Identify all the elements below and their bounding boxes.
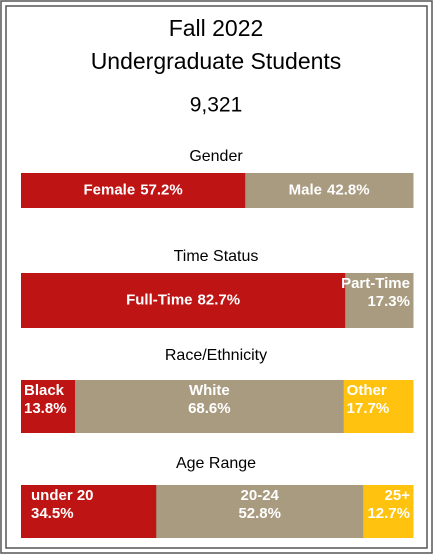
- segment-value: 42.8%: [327, 181, 370, 198]
- bar-segment: [21, 173, 246, 208]
- section-title: Age Range: [176, 455, 256, 472]
- segment-category: White: [189, 382, 230, 399]
- inner-frame: [5, 5, 428, 549]
- segment-category: Full-Time: [126, 291, 192, 308]
- segment-value: 17.3%: [367, 293, 410, 310]
- segment-label: Female 57.2%: [83, 181, 182, 198]
- segment-value: 13.8%: [24, 400, 67, 417]
- bar-segment: [245, 173, 414, 208]
- title: Fall 2022: [169, 15, 264, 41]
- segment-label: Full-Time 82.7%: [126, 291, 240, 308]
- segment-category: 20-24: [241, 487, 280, 504]
- segment-value: 82.7%: [198, 291, 241, 308]
- segment-category: Other: [347, 382, 387, 399]
- bar-segment: [21, 380, 76, 433]
- bar-segment: [21, 485, 157, 538]
- section-title: Time Status: [174, 248, 259, 265]
- segment-category: Female: [83, 181, 135, 198]
- segment-value: 12.7%: [367, 505, 410, 522]
- segment-category: under 20: [31, 487, 94, 504]
- segment-label: Male 42.8%: [289, 181, 370, 198]
- bar-segment: [343, 380, 414, 433]
- section-title: Race/Ethnicity: [165, 347, 267, 364]
- total: 9,321: [190, 94, 243, 117]
- subtitle: Undergraduate Students: [91, 48, 342, 74]
- bar-segment: [345, 273, 414, 328]
- bar-segment: [75, 380, 345, 433]
- segment-category: Black: [24, 382, 65, 399]
- bar-segment: [156, 485, 364, 538]
- segment-category: Part-Time: [341, 275, 410, 292]
- segment-value: 57.2%: [140, 181, 183, 198]
- bar-segment: [21, 273, 346, 328]
- segment-value: 52.8%: [238, 505, 281, 522]
- segment-category: 25+: [385, 487, 411, 504]
- segment-value: 17.7%: [347, 400, 390, 417]
- section-title: Gender: [189, 148, 243, 165]
- segment-value: 68.6%: [188, 400, 231, 417]
- bar-segment: [363, 485, 414, 538]
- segment-category: Male: [289, 181, 322, 198]
- segment-value: 34.5%: [31, 505, 74, 522]
